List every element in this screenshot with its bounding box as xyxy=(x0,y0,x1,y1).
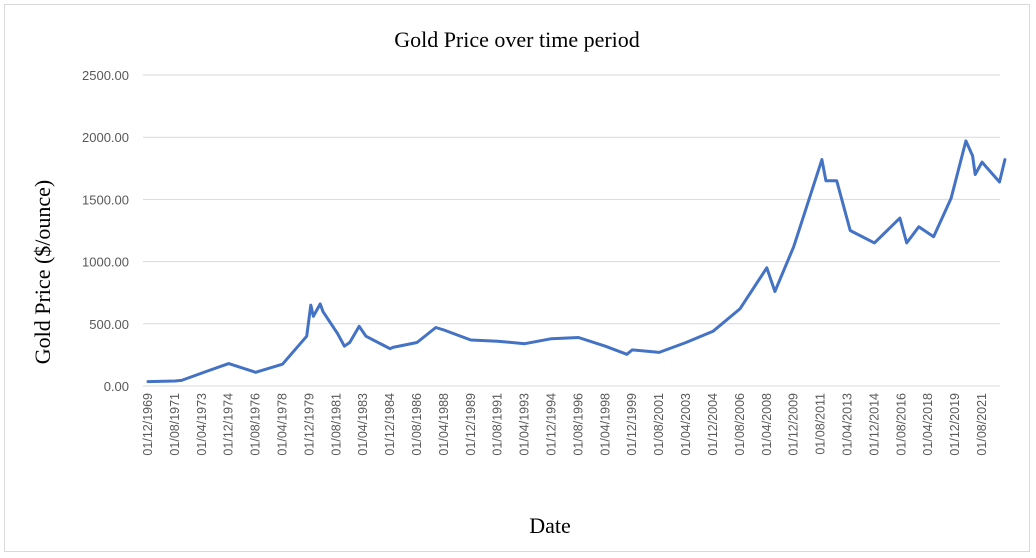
x-tick-label: 01/12/2014 xyxy=(867,393,881,456)
y-axis-title: Gold Price ($/ounce) xyxy=(30,180,55,365)
x-tick-label: 01/12/2019 xyxy=(948,393,962,456)
x-tick-label: 01/12/2004 xyxy=(706,393,720,456)
y-axis-ticks: 0.00 500.00 1000.00 1500.00 2000.00 2500.00 xyxy=(82,68,129,394)
x-tick-label: 01/04/2003 xyxy=(679,393,693,456)
y-tick-label: 500.00 xyxy=(89,317,129,332)
x-tick-label: 01/04/2008 xyxy=(760,393,774,456)
x-axis-ticks: 01/12/1969 01/08/1971 01/04/1973 01/12/1974… xyxy=(141,393,989,456)
y-tick-label: 2000.00 xyxy=(82,130,129,145)
x-tick-label: 01/04/1998 xyxy=(598,393,612,456)
x-tick-label: 01/08/1971 xyxy=(168,393,182,456)
x-tick-label: 01/04/1973 xyxy=(195,393,209,456)
chart-title: Gold Price over time period xyxy=(394,27,640,52)
x-tick-label: 01/12/1984 xyxy=(383,393,397,456)
y-tick-label: 1500.00 xyxy=(82,192,129,207)
gold-price-line xyxy=(146,139,1007,384)
x-tick-label: 01/12/1969 xyxy=(141,393,155,456)
x-tick-label: 01/08/1986 xyxy=(410,393,424,456)
x-tick-label: 01/04/1983 xyxy=(356,393,370,456)
y-tick-label: 0.00 xyxy=(104,379,129,394)
y-tick-label: 2500.00 xyxy=(82,68,129,83)
x-tick-label: 01/08/1981 xyxy=(329,393,343,456)
x-axis-title: Date xyxy=(529,513,571,538)
x-tick-label: 01/12/1974 xyxy=(222,393,236,456)
x-tick-label: 01/04/1993 xyxy=(518,393,532,456)
x-tick-label: 01/12/1999 xyxy=(625,393,639,456)
x-tick-label: 01/08/2011 xyxy=(814,393,828,455)
x-tick-label: 01/04/1988 xyxy=(437,393,451,456)
x-tick-label: 01/04/2013 xyxy=(840,393,854,456)
x-tick-label: 01/04/1978 xyxy=(275,393,289,456)
x-tick-label: 01/08/1991 xyxy=(491,393,505,456)
x-tick-label: 01/08/2021 xyxy=(975,393,989,456)
x-tick-label: 01/12/1994 xyxy=(545,393,559,456)
x-tick-label: 01/12/2009 xyxy=(787,393,801,456)
x-tick-label: 01/08/2001 xyxy=(652,393,666,456)
x-tick-label: 01/08/2016 xyxy=(894,393,908,456)
x-tick-label: 01/12/1989 xyxy=(464,393,478,456)
x-tick-label: 01/08/1996 xyxy=(571,393,585,456)
x-tick-label: 01/08/1976 xyxy=(249,393,263,456)
x-tick-label: 01/08/2006 xyxy=(733,393,747,456)
x-tick-label: 01/04/2018 xyxy=(921,393,935,456)
x-tick-label: 01/12/1979 xyxy=(302,393,316,456)
gridlines xyxy=(143,74,1000,387)
y-tick-label: 1000.00 xyxy=(82,255,129,270)
chart-frame xyxy=(4,4,1030,552)
